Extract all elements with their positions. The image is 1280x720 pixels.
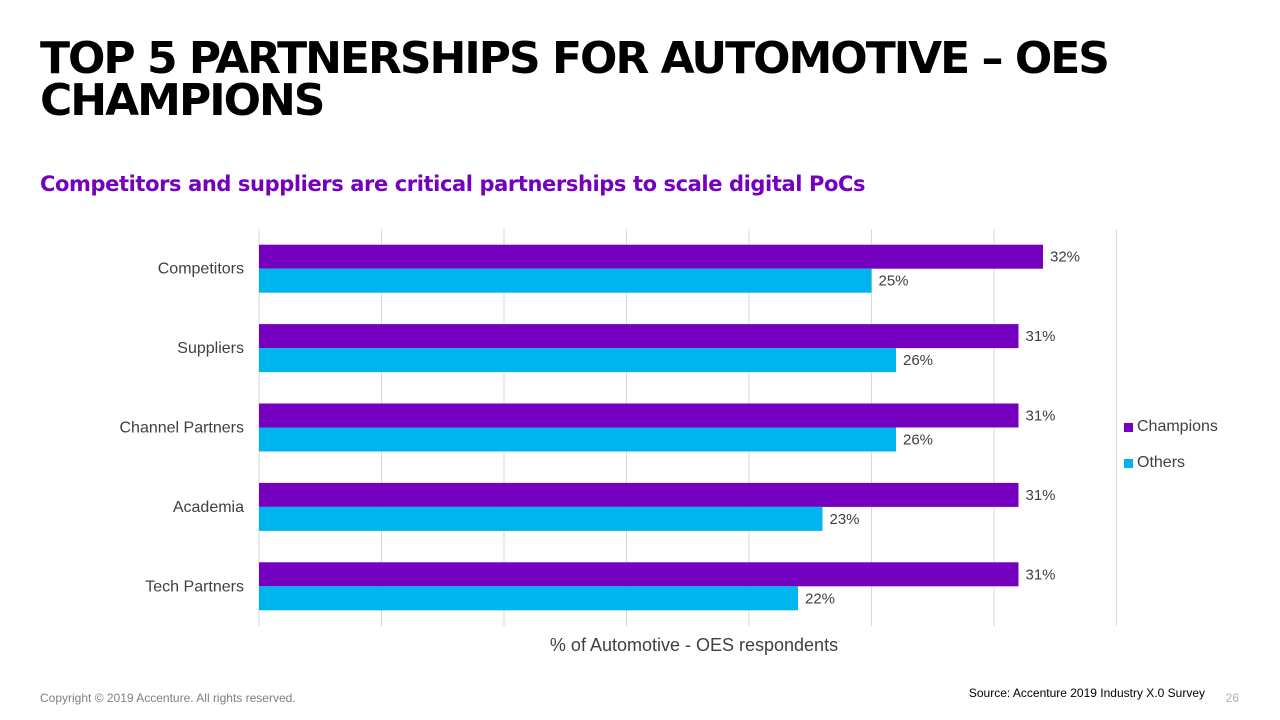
legend-item-others: Others (1124, 452, 1218, 474)
bar-champions (259, 403, 1019, 428)
bar-champions (259, 482, 1019, 507)
data-label: 31% (1026, 328, 1056, 345)
category-label: Channel Partners (119, 420, 244, 437)
data-label: 31% (1026, 566, 1056, 583)
chart-legend: Champions Others (1124, 416, 1218, 488)
slide-subtitle: Competitors and suppliers are critical p… (40, 172, 866, 196)
data-label: 32% (1050, 249, 1080, 266)
bar-champions (259, 244, 1043, 269)
labels: Competitors 32% 25% Suppliers 31% 26% Channel … (119, 249, 1080, 608)
bar-others (259, 506, 823, 531)
copyright-text: Copyright © 2019 Accenture. All rights r… (40, 691, 296, 705)
source-text: Source: Accenture 2019 Industry X.0 Surv… (968, 686, 1205, 700)
category-label: Suppliers (177, 340, 244, 357)
bar-champions (259, 562, 1019, 587)
bars (259, 244, 1043, 611)
legend-label-others: Others (1137, 454, 1186, 471)
legend-item-champions: Champions (1124, 416, 1218, 438)
category-label: Competitors (158, 261, 244, 278)
data-label: 25% (879, 273, 909, 290)
data-label: 22% (805, 590, 835, 607)
data-label: 26% (903, 352, 933, 369)
data-label: 23% (830, 511, 860, 528)
legend-swatch-others (1124, 458, 1133, 468)
data-label: 26% (903, 432, 933, 449)
x-axis-title: % of Automotive - OES respondents (550, 635, 838, 655)
data-label: 31% (1026, 408, 1056, 425)
bar-others (259, 586, 798, 611)
page-number: 26 (1225, 691, 1239, 705)
slide-title: TOP 5 PARTNERSHIPS FOR AUTOMOTIVE – OES … (40, 33, 1110, 126)
bar-others (259, 348, 896, 373)
bar-others (259, 268, 872, 293)
bar-others (259, 427, 896, 452)
category-label: Academia (173, 499, 244, 516)
legend-label-champions: Champions (1137, 418, 1218, 435)
data-label: 31% (1026, 487, 1056, 504)
category-label: Tech Partners (145, 578, 244, 595)
bar-champions (259, 324, 1019, 349)
legend-swatch-champions (1124, 422, 1133, 432)
